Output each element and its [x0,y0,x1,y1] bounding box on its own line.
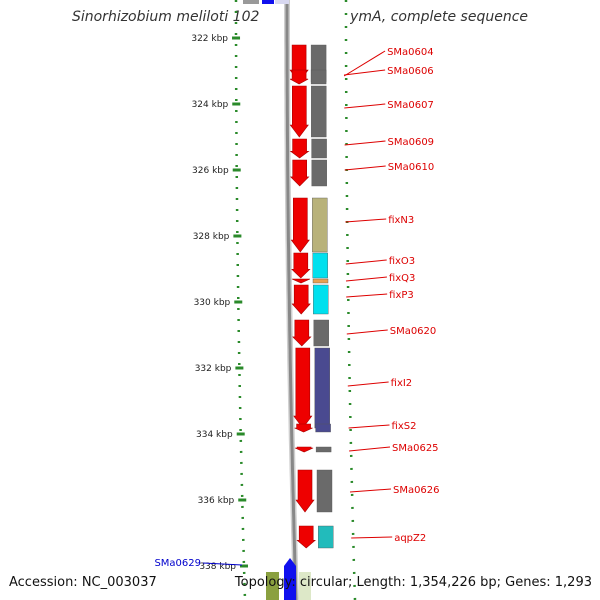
tick-label: 334 kbp [196,430,233,440]
tick-label: 328 kbp [193,232,230,242]
cds-arrow [291,252,311,279]
label-leader [349,446,391,452]
tick-label: 336 kbp [198,496,235,506]
cog-box [312,278,329,284]
label-leader [344,140,386,146]
gene-label: SMa0610 [388,162,435,173]
cog-box [318,525,334,549]
gene-label: SMa0625 [392,443,439,454]
edge-feature-bottom-olive [266,572,279,600]
edge-feature-bottom-blue [284,558,296,600]
cds-arrow [289,69,309,85]
cog-box [311,159,327,187]
cds-arrow [292,319,312,347]
guide-arc-outer [344,0,357,600]
tick-label: 322 kbp [191,34,228,44]
cds-arrow [296,525,317,549]
label-leader [344,103,386,109]
track-background [260,0,359,600]
gene-label: fixO3 [389,256,415,267]
cds-arrow [289,85,309,138]
tick-label: 324 kbp [192,100,229,110]
tick-label: 330 kbp [194,298,231,308]
cds-arrow [294,446,314,453]
label-leader [345,218,387,223]
cds-arrow [290,197,310,253]
cog-box [313,284,329,315]
label-leader [347,381,389,387]
gene-label: fixS2 [392,421,417,432]
backbone-line [285,0,298,600]
label-leader [346,293,388,298]
label-leader [351,536,393,539]
cog-box [311,85,327,138]
gene-labels: SMa0604 SMa0606 SMa0607 SMa0609 SMa0610 fixN3… [154,47,439,569]
gene-label: SMa0620 [390,326,437,337]
gene-label: SMa0604 [387,47,434,58]
edge-feature-bottom-pale [299,572,311,600]
cds-arrow [291,278,311,284]
genome-stats-text: Topology: circular; Length: 1,354,226 bp… [234,575,592,590]
cog-box [312,197,328,253]
label-leader [344,165,386,171]
feature-track [234,0,359,600]
gene-label: fixQ3 [389,273,415,284]
cog-box [310,69,327,85]
tick-label: 338 kbp [199,562,236,572]
guide-arc-inner [234,0,247,600]
cog-box [315,423,331,433]
cds-arrow [293,347,313,429]
cog-box [313,319,329,347]
position-axis: 322 kbp 324 kbp 326 kbp 328 kbp 330 kbp 332 k… [191,34,249,572]
label-leader [349,488,392,493]
cds-arrow [291,284,311,315]
cog-box [314,347,330,429]
gene-label: fixI2 [391,378,413,389]
gene-label: SMa0606 [387,66,434,77]
label-leader [348,424,390,429]
label-leader [343,50,386,77]
gene-label: SMa0607 [387,100,434,111]
label-leader [346,329,388,335]
gene-label: fixN3 [388,215,414,226]
label-leader [344,69,386,76]
offscreen-gene-label: SMa0629 [154,558,201,569]
label-leader [345,276,387,282]
gene-label: SMa0626 [393,485,440,496]
cds-arrow [289,138,310,159]
offscreen-label-leader [202,562,243,566]
cds-arrow [289,159,310,187]
cds-arrow [294,423,313,433]
tick-label: 326 kbp [192,166,229,176]
accession-text: Accession: NC_003037 [9,575,157,590]
gene-label: aqpZ2 [394,533,426,544]
cog-box [312,252,328,279]
edge-feature-top-gray [243,0,259,4]
edge-feature-top-blue [262,0,274,4]
tick-label: 332 kbp [195,364,232,374]
gene-label: SMa0609 [387,137,434,148]
cog-box [315,446,332,453]
cds-arrow [295,469,315,513]
label-leader [345,259,387,265]
cog-box [316,469,333,513]
gene-label: fixP3 [389,290,414,301]
cog-box [311,138,327,159]
edge-feature-top-lavender [275,0,289,4]
